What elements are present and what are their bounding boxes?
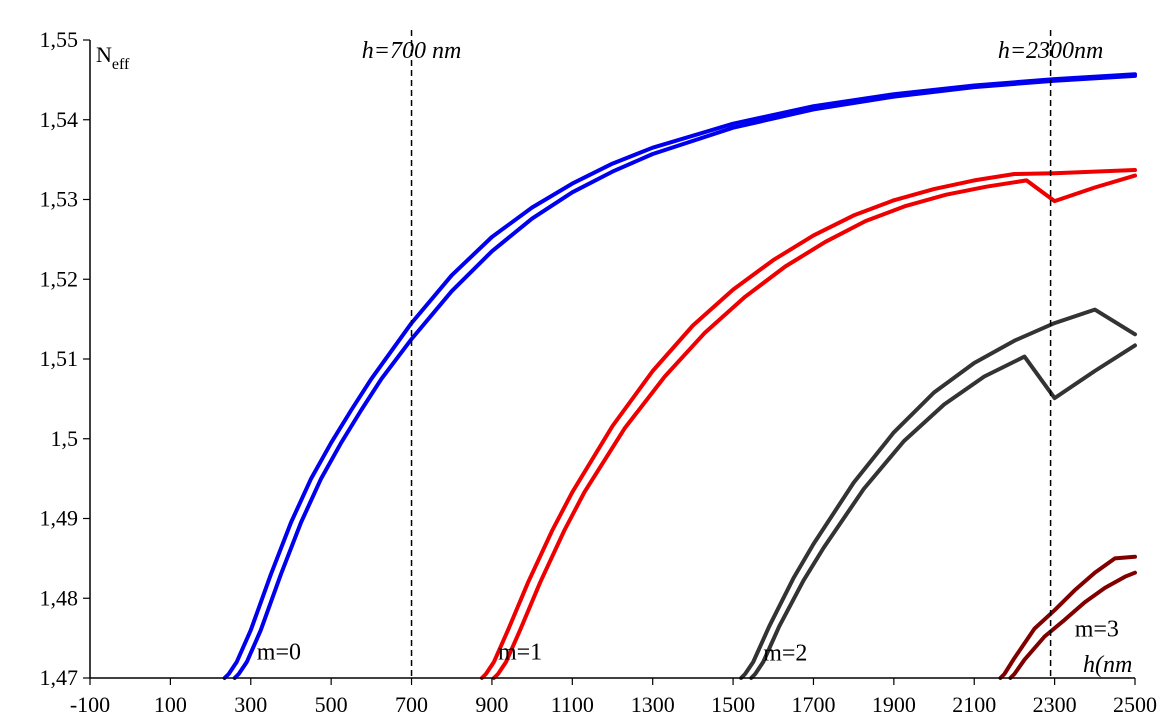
x-tick-label: 1300 [631,692,675,717]
y-tick-label: 1,48 [40,585,79,610]
mode-label-3: m=3 [1075,617,1119,643]
mode-label-0: m=0 [257,640,301,666]
series-line-7 [1008,570,1137,680]
x-tick-label: 900 [475,692,508,717]
x-tick-label: 1100 [551,692,594,717]
series-line-5 [749,343,1137,680]
x-axis-title: h(nm [1083,652,1132,678]
x-tick-label: 700 [395,692,428,717]
mode-label-1: m=1 [498,640,542,666]
y-tick-label: 1,54 [40,107,79,132]
reference-lines-layer: h=700 nm h=2300nm [362,30,1104,678]
y-tick-label: 1,52 [40,266,79,291]
x-tick-label: 300 [234,692,267,717]
y-tick-label: 1,51 [40,346,79,371]
series-line-3 [491,173,1137,680]
series-line-2 [479,168,1137,680]
x-tick-label: 500 [315,692,348,717]
axes-layer: 1,47 1,48 1,49 1,5 1,51 1,52 1,53 1,54 1,55 -100 1… [40,27,1158,717]
series-line-4 [739,307,1137,680]
y-axis-title: Neff [96,42,130,73]
y-tick-label: 1,49 [40,506,79,531]
y-tick-label: 1,47 [40,665,79,690]
series-layer [222,72,1137,680]
series-line-1 [232,73,1137,680]
labels-layer: m=0 m=1 m=2 m=3 [257,617,1119,667]
mode-label-2: m=2 [763,640,807,666]
x-tick-label: -100 [70,692,110,717]
x-tick-label: 2500 [1113,692,1157,717]
y-tick-label: 1,5 [51,426,79,451]
y-axis-title-sub: eff [112,56,130,73]
series-line-6 [998,554,1137,680]
x-tick-label: 100 [154,692,187,717]
y-tick-label: 1,55 [40,27,79,52]
y-tick-label: 1,53 [40,187,79,212]
series-line-0 [222,72,1137,680]
reference-line-label-1: h=2300nm [998,38,1104,64]
x-tick-label: 1900 [872,692,916,717]
reference-line-label-0: h=700 nm [362,38,462,64]
x-tick-label: 2100 [952,692,996,717]
x-tick-label: 2300 [1033,692,1077,717]
y-axis-title-main: N [96,42,112,67]
x-tick-label: 1700 [791,692,835,717]
x-tick-label: 1500 [711,692,755,717]
